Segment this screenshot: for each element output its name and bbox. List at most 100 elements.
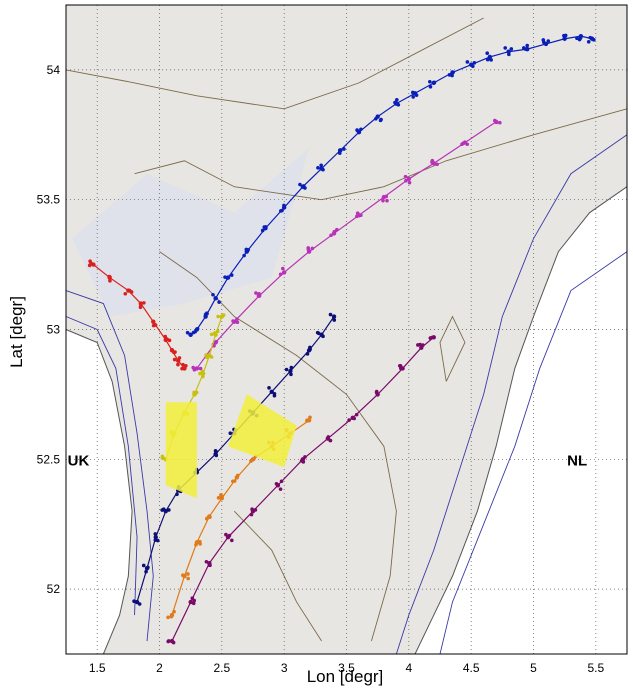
y-axis-label: Lat [degr] bbox=[7, 296, 26, 368]
data-point bbox=[173, 350, 177, 354]
data-point bbox=[185, 330, 190, 335]
data-point bbox=[260, 228, 265, 233]
data-point bbox=[521, 46, 526, 50]
data-point bbox=[281, 266, 285, 271]
data-point bbox=[217, 300, 221, 304]
data-point bbox=[209, 332, 214, 337]
data-point bbox=[146, 565, 150, 570]
data-point bbox=[374, 116, 378, 121]
data-point bbox=[194, 542, 198, 547]
data-point bbox=[420, 343, 425, 347]
data-point bbox=[321, 167, 325, 172]
data-point bbox=[404, 178, 408, 183]
data-point bbox=[190, 596, 195, 600]
data-point bbox=[282, 203, 286, 208]
data-point bbox=[575, 36, 579, 41]
data-point bbox=[497, 120, 502, 125]
data-point bbox=[160, 508, 164, 512]
map-annotations: UK NL bbox=[68, 452, 588, 469]
data-point bbox=[451, 70, 455, 75]
data-point bbox=[135, 600, 140, 605]
data-point bbox=[181, 362, 185, 367]
data-point bbox=[215, 329, 220, 334]
data-point bbox=[489, 58, 493, 62]
data-point bbox=[129, 290, 134, 294]
data-point bbox=[171, 640, 176, 645]
data-point bbox=[303, 455, 307, 459]
data-point bbox=[328, 438, 333, 443]
data-point bbox=[541, 38, 546, 42]
data-point bbox=[201, 374, 205, 379]
data-point bbox=[214, 296, 218, 301]
data-point bbox=[416, 343, 420, 347]
data-point bbox=[108, 279, 112, 283]
data-point bbox=[430, 158, 435, 163]
contour-depth-3 bbox=[159, 251, 397, 642]
data-point bbox=[332, 318, 337, 322]
data-point bbox=[163, 334, 168, 339]
x-tick-label: 4 bbox=[405, 661, 412, 675]
data-point bbox=[250, 507, 254, 512]
data-point bbox=[406, 176, 412, 182]
contour-uk bbox=[65, 290, 154, 642]
data-point bbox=[355, 128, 359, 132]
y-tick-label: 54 bbox=[47, 63, 61, 77]
data-point bbox=[123, 291, 128, 296]
y-tick-label: 52 bbox=[47, 582, 61, 596]
data-point bbox=[337, 148, 342, 153]
data-point bbox=[301, 460, 306, 464]
data-point bbox=[428, 85, 433, 89]
data-point bbox=[269, 389, 274, 395]
data-point bbox=[577, 37, 582, 42]
data-point bbox=[153, 532, 158, 536]
data-point bbox=[460, 142, 464, 147]
contour-depth-2 bbox=[134, 108, 628, 201]
data-point bbox=[328, 312, 333, 317]
data-point bbox=[305, 418, 309, 422]
data-point bbox=[272, 392, 277, 396]
data-point bbox=[355, 214, 359, 219]
data-point bbox=[195, 326, 200, 331]
data-point bbox=[465, 142, 470, 147]
data-point bbox=[447, 73, 452, 77]
data-point bbox=[213, 449, 218, 453]
data-point bbox=[206, 515, 210, 520]
data-point bbox=[214, 453, 219, 458]
data-point bbox=[410, 90, 415, 95]
data-point bbox=[432, 80, 437, 85]
series-patch bbox=[165, 402, 197, 499]
data-point bbox=[280, 208, 284, 213]
data-point bbox=[142, 301, 146, 305]
data-point bbox=[254, 291, 258, 295]
data-point bbox=[274, 481, 279, 486]
data-point bbox=[503, 46, 508, 50]
data-point bbox=[399, 366, 403, 371]
x-tick-label: 5.5 bbox=[587, 661, 604, 675]
data-point bbox=[235, 320, 240, 325]
contour-depth-1 bbox=[65, 17, 484, 110]
data-point bbox=[198, 539, 202, 544]
data-point bbox=[347, 418, 351, 422]
data-point bbox=[219, 315, 224, 319]
data-point bbox=[332, 229, 337, 234]
data-point bbox=[279, 479, 284, 484]
data-point bbox=[231, 319, 235, 323]
data-point bbox=[586, 39, 591, 44]
data-point bbox=[167, 508, 171, 512]
contour-nl-2 bbox=[439, 251, 628, 655]
data-point bbox=[165, 337, 169, 341]
data-point bbox=[244, 247, 249, 252]
sea-tint bbox=[72, 147, 310, 317]
data-point bbox=[289, 365, 294, 370]
data-point bbox=[170, 348, 174, 352]
data-point bbox=[411, 95, 416, 99]
contour-depth-5 bbox=[439, 315, 466, 382]
plot-frame bbox=[65, 4, 628, 655]
data-point bbox=[144, 569, 148, 574]
data-point bbox=[396, 102, 401, 107]
x-tick-label: 5 bbox=[530, 661, 537, 675]
data-point bbox=[141, 563, 146, 568]
data-point bbox=[326, 435, 331, 439]
data-point bbox=[485, 57, 490, 62]
data-point bbox=[153, 538, 158, 542]
